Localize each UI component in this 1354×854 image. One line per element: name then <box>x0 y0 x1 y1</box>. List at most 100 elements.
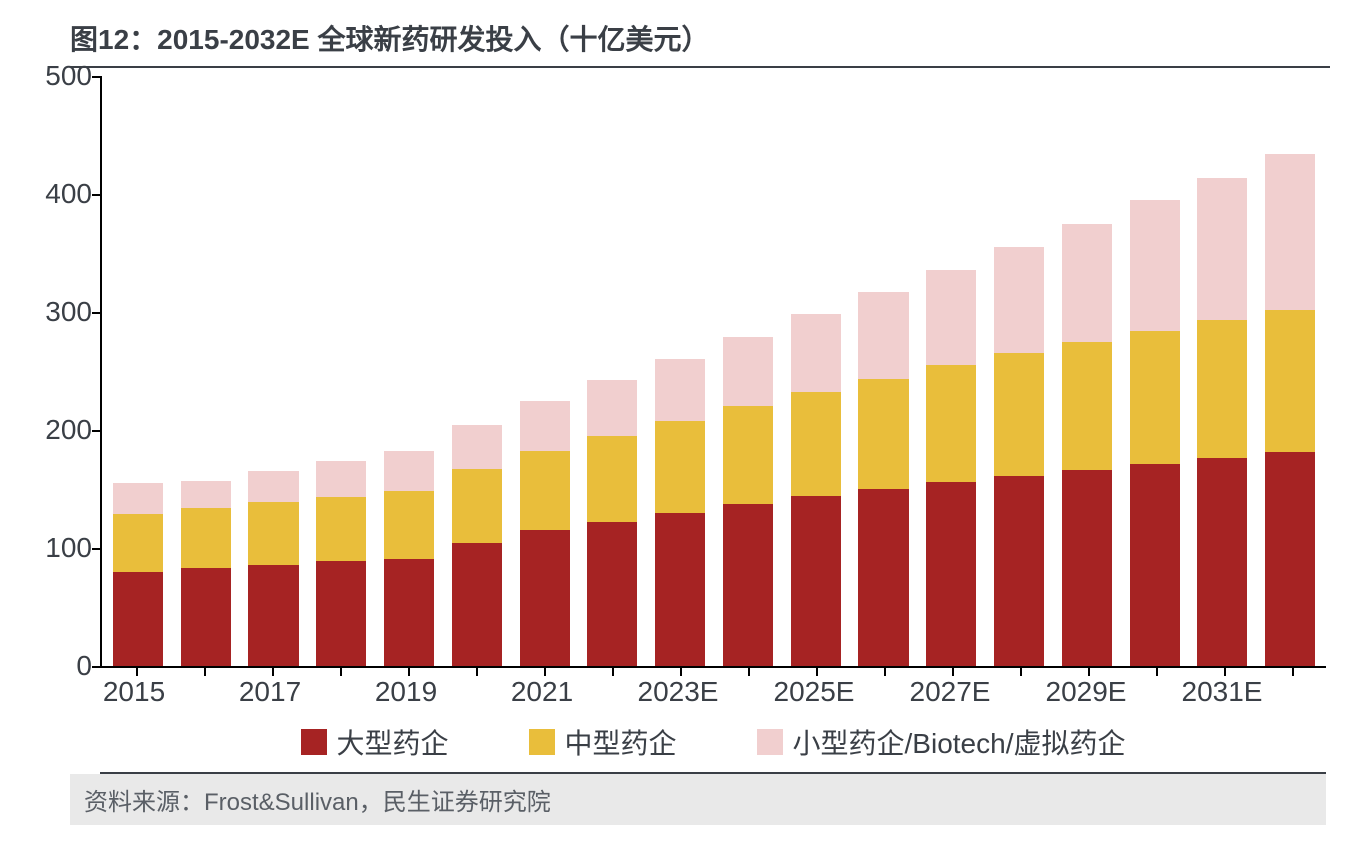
x-tick-label: 2025E <box>774 676 855 708</box>
bar-slot <box>782 314 850 666</box>
legend-label-large: 大型药企 <box>337 722 449 762</box>
x-tick-label: 2027E <box>910 676 991 708</box>
bar-segment-mid <box>113 514 163 572</box>
y-tick-label: 100 <box>12 534 92 562</box>
x-tick-label: 2015 <box>103 676 165 708</box>
plot-outer: 0100200300400500 20152017201920212023E20… <box>70 76 1330 774</box>
title-underline <box>70 66 1330 68</box>
bar-segment-small <box>181 481 231 508</box>
bar-slot <box>240 471 308 666</box>
bar-segment-mid <box>1130 331 1180 464</box>
bar-segment-large <box>113 572 163 666</box>
bar-segment-large <box>791 496 841 666</box>
source-bar: 资料来源：Frost&Sullivan，民生证券研究院 <box>70 774 1326 825</box>
bar-2027E <box>926 270 976 666</box>
bar-2018 <box>316 461 366 666</box>
y-tick-mark <box>92 76 102 78</box>
x-tick-label: 2023E <box>638 676 719 708</box>
bar-segment-large <box>1062 470 1112 666</box>
x-tick-label: 2021 <box>511 676 573 708</box>
bar-segment-small <box>1197 178 1247 321</box>
bar-segment-small <box>316 461 366 498</box>
bar-segment-mid <box>1265 310 1315 453</box>
bar-2021 <box>520 401 570 666</box>
y-tick-mark <box>92 430 102 432</box>
x-tick-label: 2029E <box>1046 676 1127 708</box>
bar-segment-mid <box>587 436 637 522</box>
legend-item-mid: 中型药企 <box>529 722 677 762</box>
bar-segment-mid <box>926 365 976 482</box>
plot-area: 0100200300400500 <box>100 76 1326 668</box>
bars-row <box>102 76 1326 666</box>
bar-segment-mid <box>520 451 570 530</box>
bar-segment-small <box>452 425 502 469</box>
figure-container: 图12： 2015-2032E 全球新药研发投入（十亿美元） 010020030… <box>0 0 1354 854</box>
legend-label-small: 小型药企/Biotech/虚拟药企 <box>793 722 1126 762</box>
bar-2030E <box>1130 200 1180 666</box>
bar-slot <box>917 270 985 666</box>
bar-segment-mid <box>723 406 773 504</box>
bar-slot <box>104 483 172 666</box>
bar-segment-mid <box>994 353 1044 476</box>
bar-segment-mid <box>384 491 434 558</box>
bar-slot <box>375 451 443 666</box>
legend: 大型药企 中型药企 小型药企/Biotech/虚拟药企 <box>100 722 1326 774</box>
bar-segment-mid <box>181 508 231 568</box>
bar-2025E <box>791 314 841 666</box>
bar-segment-large <box>858 489 908 666</box>
bar-segment-small <box>587 380 637 435</box>
bar-segment-small <box>113 483 163 514</box>
bar-2017 <box>248 471 298 666</box>
bar-segment-large <box>181 568 231 666</box>
bar-segment-large <box>723 504 773 666</box>
bar-segment-large <box>1197 458 1247 666</box>
bar-2023E <box>655 359 705 666</box>
y-tick-mark <box>92 194 102 196</box>
legend-item-large: 大型药企 <box>301 722 449 762</box>
bar-slot <box>646 359 714 666</box>
chart-title: 图12： 2015-2032E 全球新药研发投入（十亿美元） <box>70 18 1330 64</box>
bar-segment-mid <box>791 392 841 496</box>
bar-2028E <box>994 247 1044 666</box>
bar-slot <box>1121 200 1189 666</box>
bar-2016 <box>181 481 231 666</box>
bar-segment-small <box>520 401 570 452</box>
bar-segment-small <box>1062 224 1112 342</box>
bar-segment-large <box>926 482 976 666</box>
bar-slot <box>511 401 579 666</box>
bar-segment-small <box>248 471 298 502</box>
bar-segment-small <box>1130 200 1180 331</box>
bar-slot <box>307 461 375 666</box>
y-tick-label: 400 <box>12 180 92 208</box>
legend-swatch-small <box>757 729 783 755</box>
bar-slot <box>443 425 511 666</box>
bar-slot <box>1256 154 1324 666</box>
bar-2015 <box>113 483 163 666</box>
bar-2024E <box>723 337 773 666</box>
bar-segment-large <box>655 513 705 666</box>
chart-title-text: 2015-2032E 全球新药研发投入（十亿美元） <box>157 18 709 58</box>
bar-slot <box>850 292 918 666</box>
bar-segment-large <box>384 559 434 666</box>
y-tick-mark <box>92 312 102 314</box>
legend-item-small: 小型药企/Biotech/虚拟药企 <box>757 722 1126 762</box>
x-axis-labels: 20152017201920212023E2025E2027E2029E2031… <box>100 668 1326 714</box>
legend-swatch-large <box>301 729 327 755</box>
bar-2026E <box>858 292 908 666</box>
bar-2022 <box>587 380 637 666</box>
bar-segment-mid <box>1197 320 1247 458</box>
bar-2032E <box>1265 154 1315 666</box>
bar-segment-large <box>316 561 366 666</box>
bar-segment-mid <box>452 469 502 543</box>
bar-2029E <box>1062 224 1112 666</box>
bar-segment-large <box>248 565 298 666</box>
bar-segment-large <box>520 530 570 666</box>
bar-slot <box>985 247 1053 666</box>
bar-segment-small <box>723 337 773 407</box>
bar-slot <box>714 337 782 666</box>
bar-segment-mid <box>655 421 705 513</box>
bar-segment-small <box>791 314 841 392</box>
bar-slot <box>172 481 240 666</box>
bar-segment-mid <box>316 497 366 561</box>
bar-segment-mid <box>858 379 908 489</box>
